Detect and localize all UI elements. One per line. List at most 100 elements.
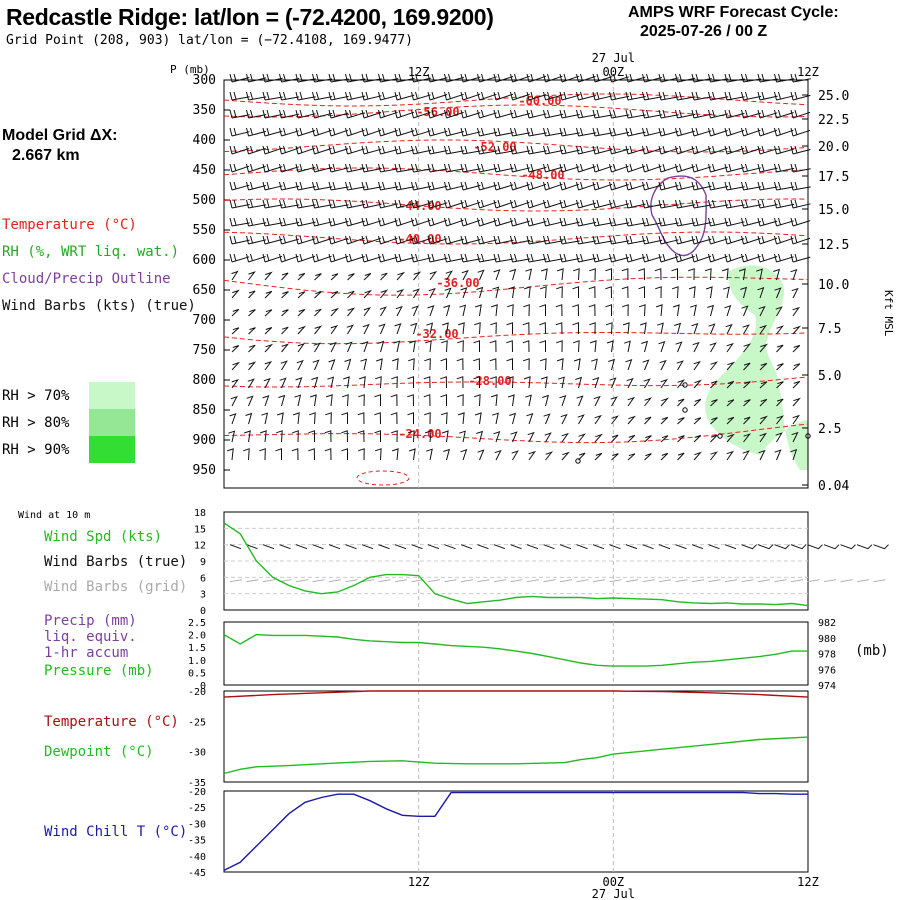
wind-barb <box>510 91 530 101</box>
wind-barb <box>262 145 283 155</box>
wind-barb-true <box>229 544 242 550</box>
dewpoint-line <box>223 736 809 775</box>
wind-barb <box>741 305 749 317</box>
wind-barb-grid <box>444 579 457 583</box>
wind-barb <box>345 253 365 263</box>
wind-barb <box>510 217 530 227</box>
wind-barb <box>229 145 250 155</box>
wind-barb <box>477 269 485 281</box>
wind-barb <box>526 109 547 119</box>
wind-barb <box>275 448 282 460</box>
wind-barb <box>460 235 481 245</box>
wind-barb <box>427 163 448 173</box>
wind-barb <box>229 235 250 245</box>
wind-barb <box>362 323 370 335</box>
wind-barb <box>295 73 316 83</box>
wind-barb <box>691 73 712 83</box>
wind-barb <box>313 342 321 353</box>
wind-barb <box>231 270 239 281</box>
wind-barb <box>477 217 497 227</box>
wind-barb <box>576 217 597 227</box>
wind-barb <box>588 304 596 317</box>
wind-barb <box>576 395 584 407</box>
wind-barb <box>576 73 596 83</box>
wind-barb <box>493 127 514 137</box>
wind-barb <box>790 91 811 101</box>
wind-barb <box>391 376 398 389</box>
date-label-top: 27 Jul <box>592 51 635 65</box>
wind-barb <box>741 199 762 209</box>
wind-barb <box>774 199 795 209</box>
wind-barb <box>675 235 696 245</box>
label-pressure: Pressure (mb) <box>44 663 154 679</box>
pressure-tick-label: 400 <box>193 133 216 148</box>
wind-barb <box>231 327 240 335</box>
wind-barb-true <box>807 544 823 550</box>
wind-barb <box>227 448 234 461</box>
wind-barb-true <box>724 544 737 550</box>
wind-barb <box>708 253 728 263</box>
wind-barb <box>278 394 286 407</box>
wind-barb <box>559 109 580 119</box>
wind-barb <box>363 273 372 281</box>
wind-barb <box>460 253 481 263</box>
wind-barb <box>248 344 256 353</box>
wind-barb <box>708 145 728 155</box>
wind-barb <box>592 127 613 137</box>
wind-barb <box>644 453 652 461</box>
temperature-contour-label: -56.00 <box>416 105 459 119</box>
wind-barb <box>477 181 497 191</box>
wind-barb <box>393 340 401 353</box>
wind-barb <box>493 181 514 191</box>
wind-barb <box>726 433 735 443</box>
wind-barb <box>642 217 663 227</box>
wind-barb <box>477 163 498 173</box>
time-label-top: 12Z <box>797 65 819 79</box>
wind-barb <box>390 412 398 425</box>
wind-barb <box>411 305 419 317</box>
wind-barb <box>444 73 465 83</box>
wind-barb <box>510 73 530 83</box>
wind-barb <box>577 414 585 425</box>
wind-barb <box>556 340 563 353</box>
wind-barb <box>742 450 750 461</box>
wind-barb <box>743 343 752 353</box>
wind-barb <box>642 145 662 155</box>
windchill-frame <box>223 790 809 873</box>
wind-barb <box>293 412 300 425</box>
wind-barb <box>741 253 761 263</box>
wind-barb <box>691 127 712 137</box>
wind-barb <box>262 217 283 227</box>
wind-barb <box>644 435 652 443</box>
wind-barb <box>677 398 685 407</box>
wind-barb <box>328 253 349 263</box>
wind-barb <box>691 91 712 101</box>
wind-barb <box>774 73 795 83</box>
wind-barb <box>528 450 536 461</box>
wind-barb <box>641 340 649 353</box>
pressure-tick-label: 450 <box>193 163 216 178</box>
windchill-tick-label: -40 <box>188 852 206 863</box>
wind-barb <box>294 394 302 407</box>
wind-barb <box>757 287 765 299</box>
wind-barb <box>295 235 316 245</box>
wind-barb <box>442 322 449 335</box>
temperature-contour <box>223 139 809 153</box>
wind-barb-grid <box>708 579 721 583</box>
wind-barb <box>723 286 730 299</box>
wind-barb <box>229 91 250 101</box>
wind-barb <box>658 199 679 209</box>
wind-barb-true <box>543 544 555 550</box>
wind-barb <box>363 289 373 299</box>
wind-barb <box>279 181 300 191</box>
wind-barb-true <box>378 544 390 550</box>
wind-barb <box>609 377 617 389</box>
wind-barb <box>677 417 685 425</box>
wind-barb <box>743 362 751 371</box>
wind-barb <box>759 343 768 353</box>
wind-barb <box>572 304 579 317</box>
height-tick-label: 10.0 <box>818 278 849 293</box>
wind-barb <box>494 449 502 461</box>
wind-barb <box>540 376 548 389</box>
wind-barb <box>741 73 762 83</box>
